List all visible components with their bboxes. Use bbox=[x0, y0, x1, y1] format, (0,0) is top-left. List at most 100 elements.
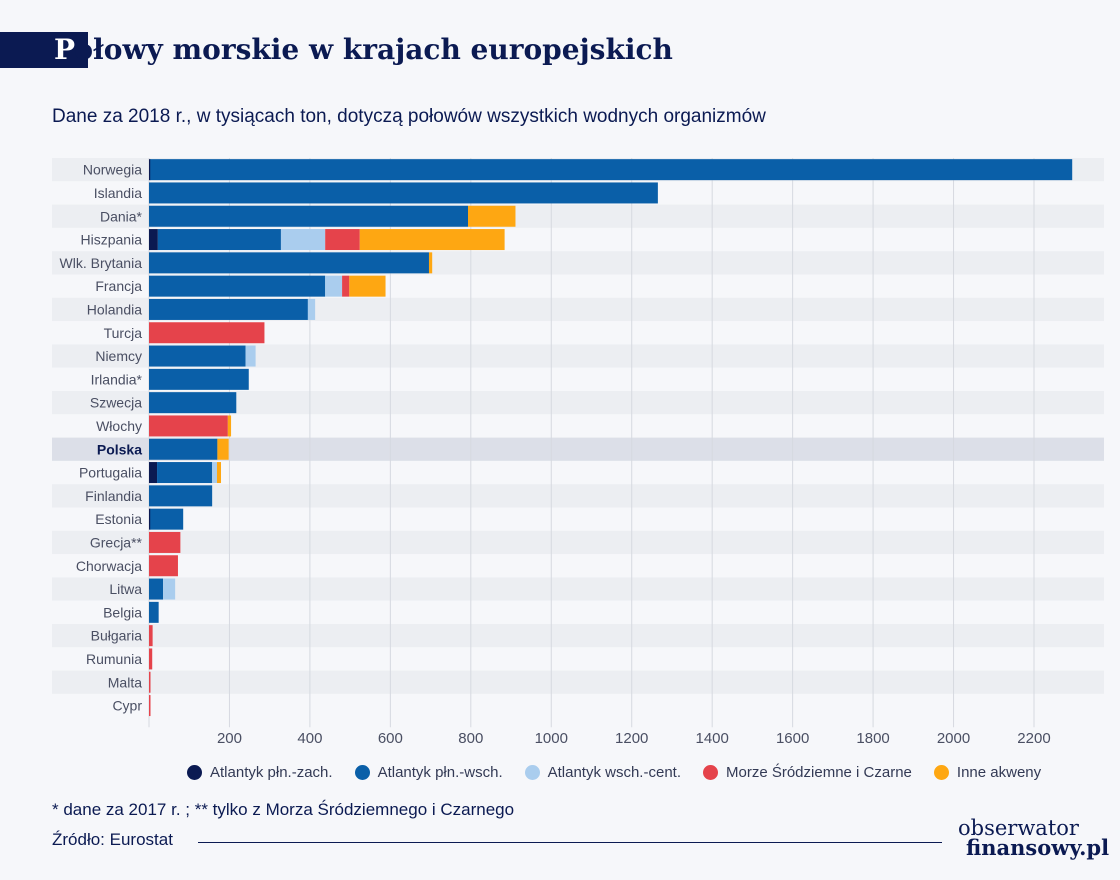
brand-logo: obserwator finansowy.pl bbox=[958, 818, 1110, 860]
row-background bbox=[52, 554, 1104, 578]
category-label: Islandia bbox=[94, 185, 142, 201]
bar-segment bbox=[245, 345, 256, 367]
legend-swatch bbox=[703, 764, 718, 780]
bar-segment bbox=[149, 671, 151, 693]
legend-swatch bbox=[933, 764, 949, 780]
bar-segment bbox=[149, 322, 265, 344]
row-background bbox=[52, 391, 1104, 415]
title-text: ołowy morskie w krajach europejskich bbox=[74, 33, 673, 66]
bar-segment bbox=[163, 578, 176, 600]
category-label: Polska bbox=[97, 441, 142, 457]
bar-segment bbox=[149, 368, 249, 390]
row-background bbox=[52, 507, 1104, 531]
category-label: Norwegia bbox=[83, 162, 142, 178]
category-label: Szwecja bbox=[90, 395, 142, 411]
category-label: Malta bbox=[108, 674, 142, 690]
bar-segment bbox=[149, 462, 158, 484]
logo-line-2: finansowy.pl bbox=[966, 835, 1110, 860]
legend-swatch bbox=[524, 764, 540, 780]
bar-chart: Norwegia Islandia Dania* Hiszpania Wlk. Bryt… bbox=[52, 158, 1104, 747]
category-label: Turcja bbox=[104, 325, 143, 341]
row-background bbox=[52, 414, 1104, 438]
category-label: Bułgaria bbox=[91, 628, 143, 644]
bar-segment bbox=[149, 695, 151, 717]
legend-item: Morze Śródziemne i Czarne bbox=[703, 764, 912, 781]
category-label: Finlandia bbox=[85, 488, 142, 504]
bar-segment bbox=[149, 159, 151, 181]
row-background bbox=[52, 344, 1104, 368]
category-label: Rumunia bbox=[86, 651, 142, 667]
bar-segment bbox=[217, 438, 229, 460]
legend-label: Morze Śródziemne i Czarne bbox=[726, 763, 912, 781]
bar-segment bbox=[149, 578, 164, 600]
x-tick-label: 1200 bbox=[615, 730, 648, 747]
legend-label: Inne akweny bbox=[956, 763, 1042, 781]
bar-segment bbox=[149, 392, 237, 414]
category-label: Niemcy bbox=[95, 348, 142, 364]
category-label: Włochy bbox=[96, 418, 142, 434]
bar-segment bbox=[467, 205, 516, 227]
bar-segment bbox=[307, 298, 316, 320]
x-tick-label: 2000 bbox=[937, 730, 970, 747]
category-label: Wlk. Brytania bbox=[60, 255, 143, 271]
bar-segment bbox=[227, 415, 232, 437]
bar-segment bbox=[428, 252, 433, 274]
bar-segment bbox=[149, 648, 153, 670]
category-label: Irlandia* bbox=[91, 371, 143, 387]
bar-segment bbox=[349, 275, 386, 297]
legend-label: Atlantyk płn.-zach. bbox=[210, 763, 333, 781]
x-tick-label: 1800 bbox=[856, 730, 889, 747]
x-tick-label: 2200 bbox=[1017, 730, 1050, 747]
footnote: * dane za 2017 r. ; ** tylko z Morza Śró… bbox=[52, 800, 515, 819]
bar-segment bbox=[149, 252, 429, 274]
row-background bbox=[52, 577, 1104, 601]
row-background bbox=[52, 693, 1104, 718]
bar-segment bbox=[150, 508, 184, 530]
row-background bbox=[52, 367, 1104, 391]
row-background bbox=[52, 460, 1104, 485]
category-label: Estonia bbox=[95, 511, 142, 527]
chart-title: Połowy morskie w krajach europejskich bbox=[54, 30, 673, 70]
category-label: Hiszpania bbox=[81, 232, 143, 248]
category-label: Dania* bbox=[100, 208, 143, 224]
chart-legend: Atlantyk płn.-zach. Atlantyk płn.-wsch. At… bbox=[187, 760, 1063, 784]
legend-item: Atlantyk płn.-zach. bbox=[187, 764, 333, 781]
bar-segment bbox=[149, 485, 213, 507]
title-first-letter: P bbox=[54, 33, 75, 66]
x-tick-label: 1400 bbox=[695, 730, 728, 747]
category-label: Francja bbox=[95, 278, 142, 294]
bar-segment bbox=[149, 229, 158, 251]
legend-item: Atlantyk płn.-wsch. bbox=[354, 763, 503, 781]
bar-segment bbox=[149, 531, 181, 553]
x-tick-label: 400 bbox=[297, 730, 322, 747]
bar-segment bbox=[325, 229, 360, 251]
legend-label: Atlantyk płn.-wsch. bbox=[377, 763, 503, 781]
row-background bbox=[52, 530, 1104, 555]
bar-segment bbox=[149, 345, 246, 367]
chart-subtitle: Dane za 2018 r., w tysiącach ton, dotycz… bbox=[52, 106, 766, 127]
bar-segment bbox=[149, 508, 151, 530]
bar-segment bbox=[149, 205, 468, 227]
x-tick-label: 1600 bbox=[776, 730, 809, 747]
source-text: Źródło: Eurostat bbox=[52, 830, 173, 849]
category-label: Holandia bbox=[87, 301, 142, 317]
row-background bbox=[52, 600, 1104, 624]
row-background bbox=[52, 321, 1104, 345]
bar-segment bbox=[149, 182, 658, 204]
bar-segment bbox=[157, 229, 281, 251]
category-label: Grecja** bbox=[90, 534, 143, 550]
bar-segment bbox=[150, 159, 1073, 181]
x-tick-label: 800 bbox=[458, 730, 483, 747]
category-label: Litwa bbox=[109, 581, 142, 597]
row-background bbox=[52, 624, 1104, 648]
x-tick-label: 1000 bbox=[535, 730, 568, 747]
legend-item: Atlantyk wsch.-cent. bbox=[524, 763, 681, 781]
bar-segment bbox=[325, 275, 343, 297]
bar-segment bbox=[216, 462, 222, 484]
bar-segment bbox=[359, 229, 505, 251]
category-label: Chorwacja bbox=[76, 558, 142, 574]
category-label: Belgia bbox=[103, 604, 142, 620]
legend-swatch bbox=[187, 764, 202, 780]
legend-label: Atlantyk wsch.-cent. bbox=[547, 763, 681, 781]
bar-segment bbox=[149, 555, 178, 577]
